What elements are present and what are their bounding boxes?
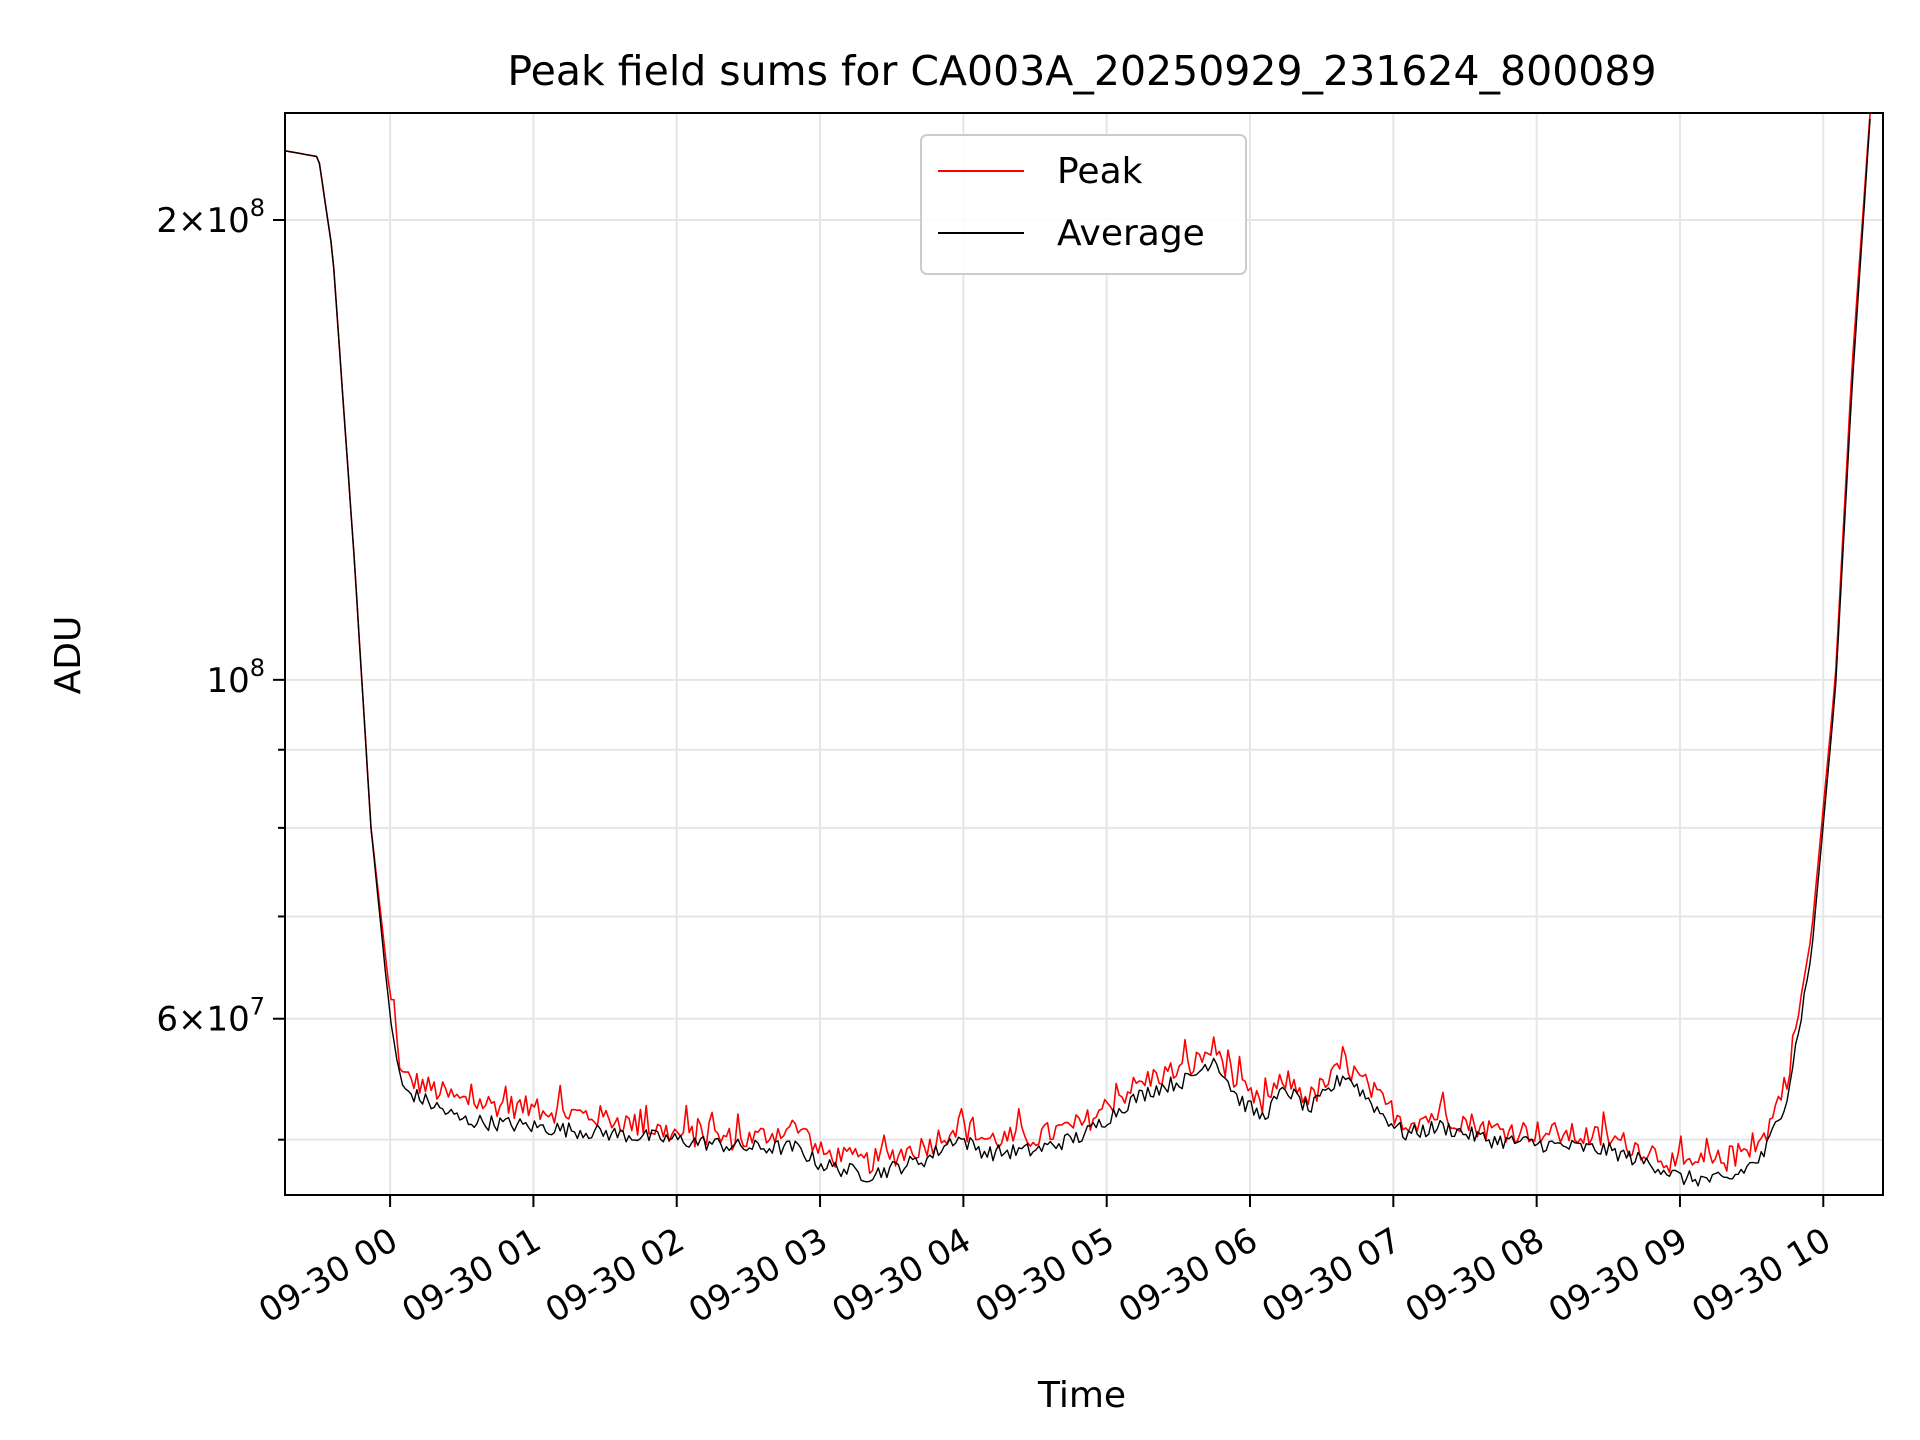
series-layer	[284, 112, 1871, 1187]
legend: Peak Average	[920, 134, 1247, 275]
plot-area	[285, 113, 1883, 1195]
legend-label-peak: Peak	[1057, 151, 1143, 192]
grid-lines	[285, 113, 1883, 1195]
y-axis-ticks: 2×108 108 6×107	[156, 194, 285, 1141]
plot-frame	[284, 112, 1884, 1196]
series-line-average	[284, 118, 1871, 1187]
y-axis-label: ADU	[48, 616, 89, 695]
chart-title: Peak field sums for CA003A_20250929_2316…	[507, 47, 1656, 95]
series-line-peak	[284, 112, 1871, 1175]
y-tick-label: 108	[206, 654, 265, 701]
legend-label-average: Average	[1057, 213, 1205, 254]
y-tick-label: 2×108	[156, 194, 265, 241]
x-axis-label: Time	[1037, 1375, 1126, 1416]
y-tick-label: 6×107	[156, 993, 265, 1040]
legend-box	[920, 134, 1247, 275]
